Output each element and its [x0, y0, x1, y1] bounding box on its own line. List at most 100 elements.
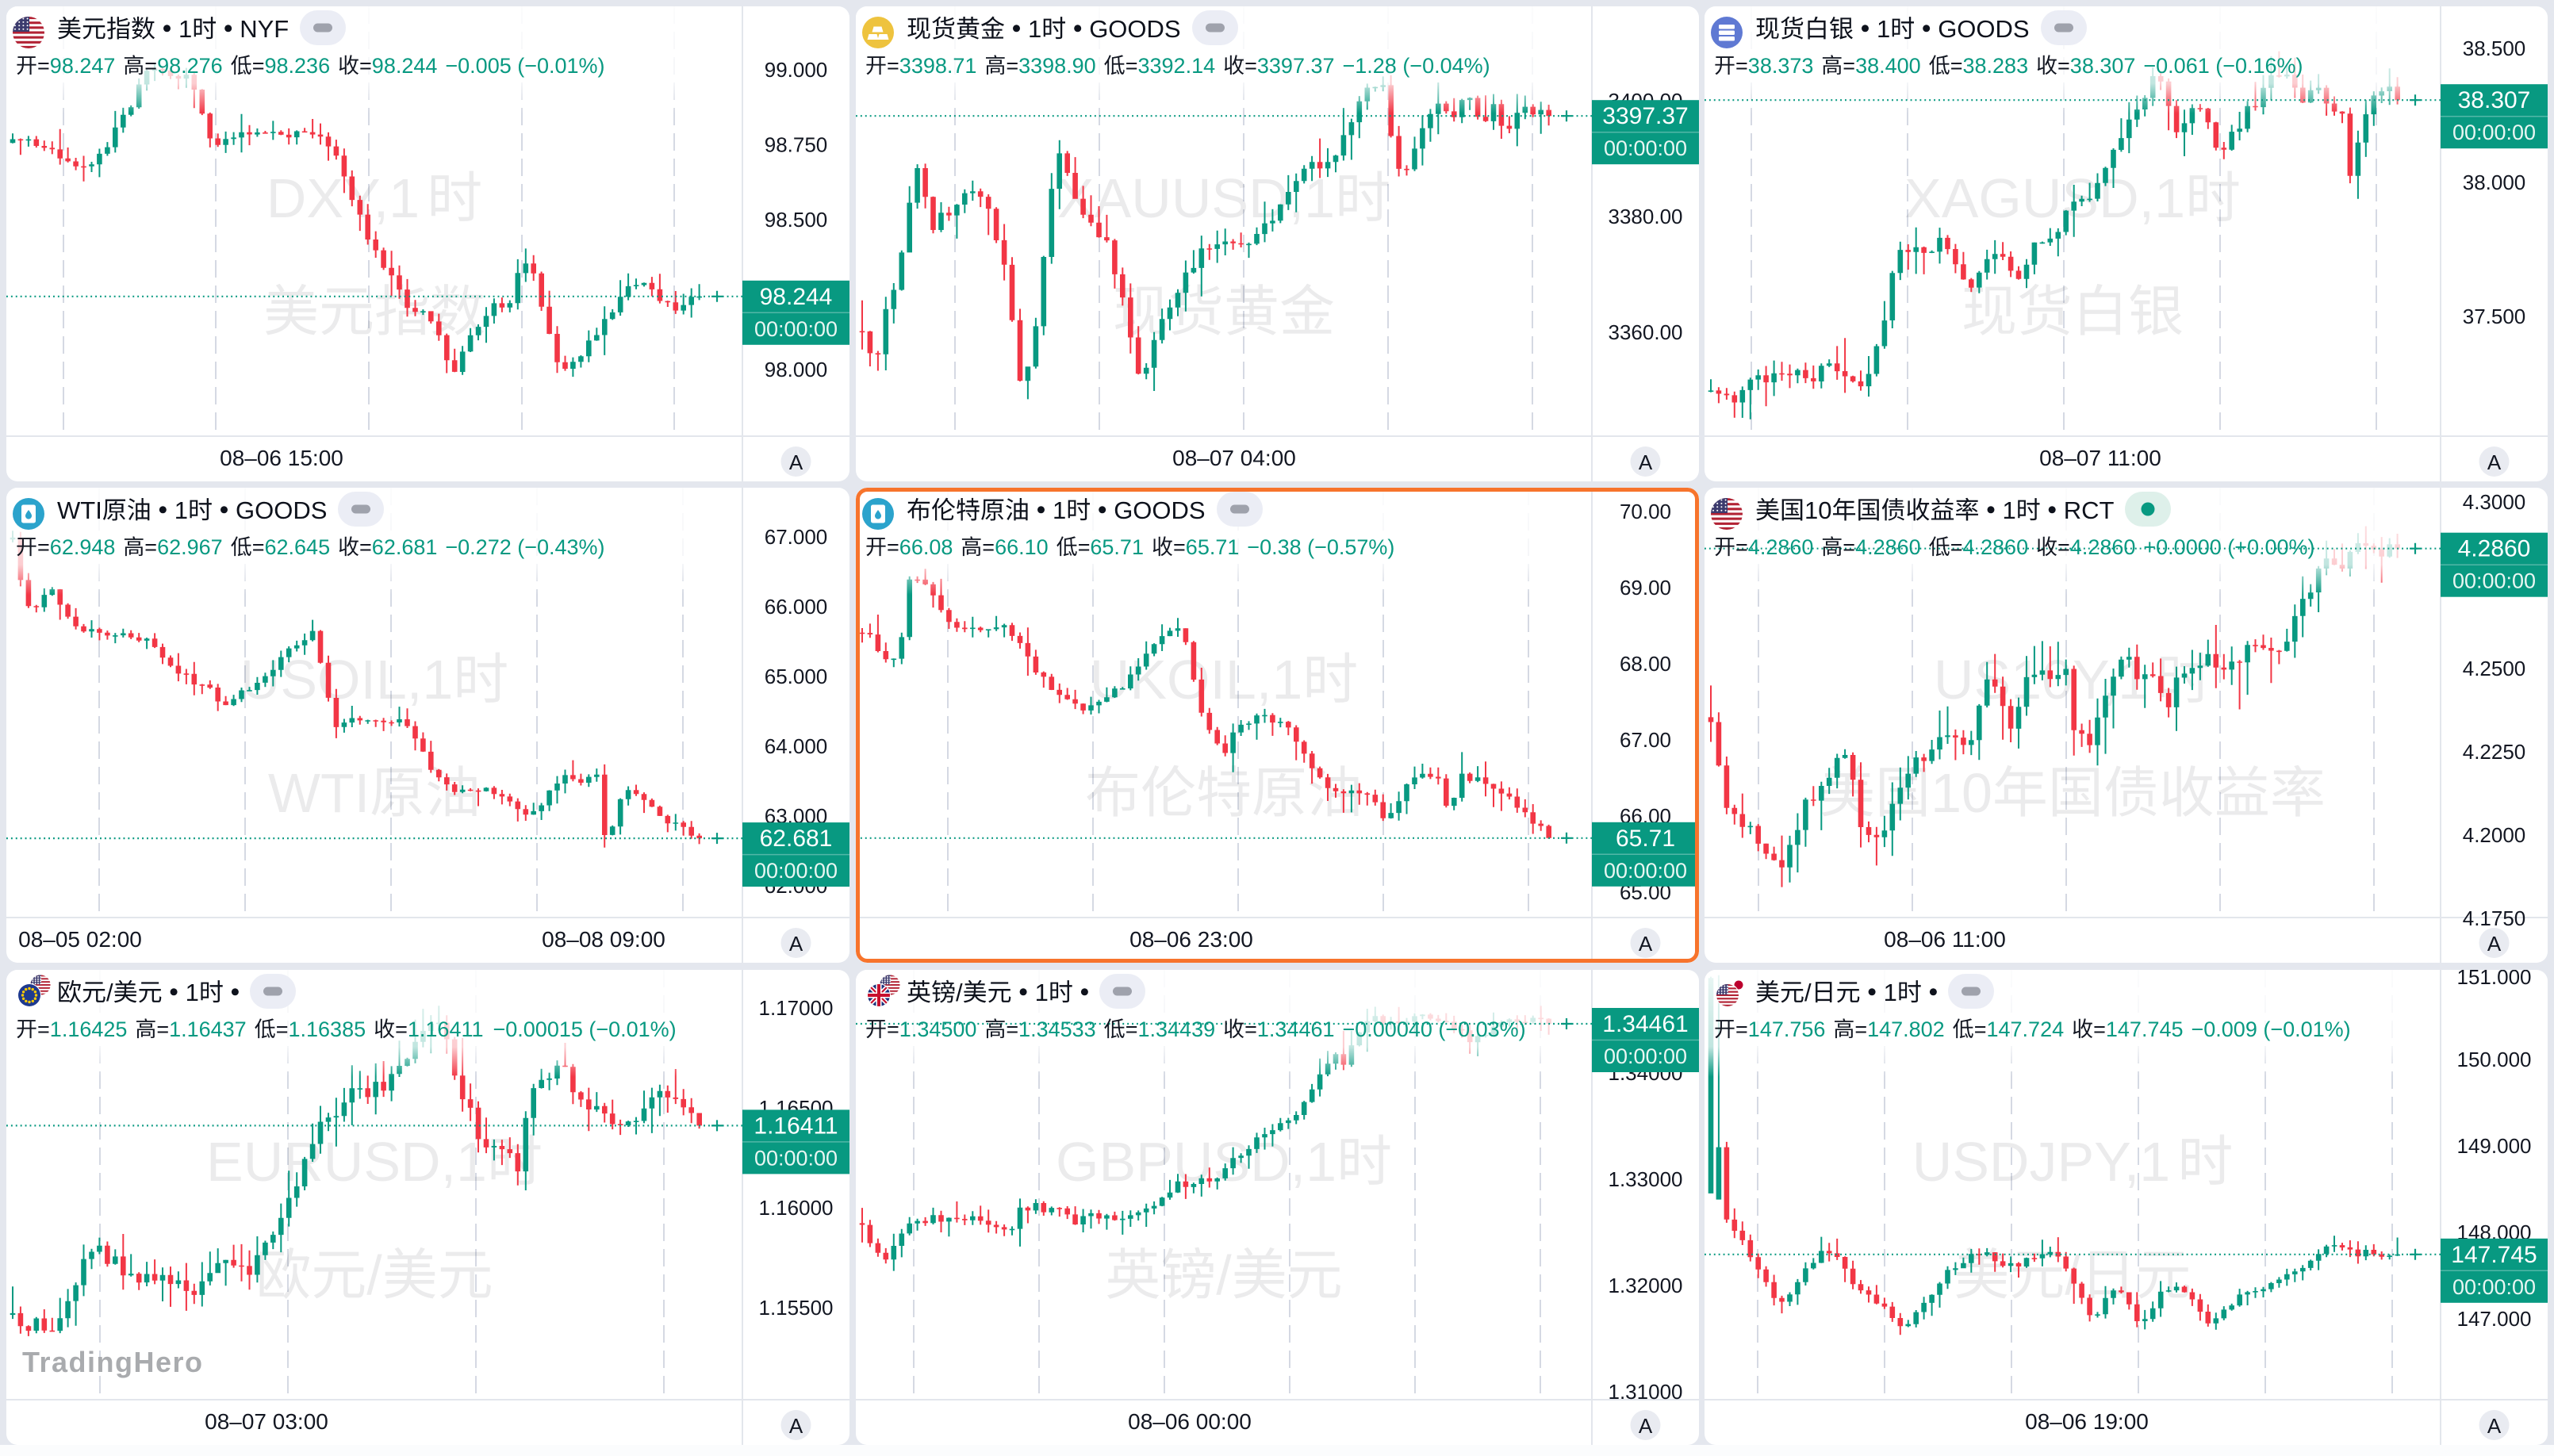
svg-text:A: A — [789, 1414, 803, 1438]
svg-text:98.000: 98.000 — [765, 358, 828, 381]
svg-text:WTI: WTI — [57, 496, 102, 524]
svg-text:1.34500: 1.34500 — [899, 1017, 976, 1041]
svg-text:149.000: 149.000 — [2457, 1134, 2532, 1158]
svg-text:=: = — [887, 535, 899, 559]
svg-text:38.373: 38.373 — [1748, 54, 1814, 78]
svg-text:1: 1 — [1884, 979, 1897, 1006]
svg-text:RCT: RCT — [2064, 496, 2115, 524]
svg-text:1.34439: 1.34439 — [1137, 1017, 1215, 1041]
svg-text:08–06 15:00: 08–06 15:00 — [220, 446, 343, 470]
svg-text:−0.272 (−0.43%): −0.272 (−0.43%) — [445, 535, 604, 559]
svg-text:−0.061 (−0.16%): −0.061 (−0.16%) — [2144, 54, 2303, 78]
svg-text:−0.009 (−0.01%): −0.009 (−0.01%) — [2192, 1017, 2351, 1041]
svg-text:98.247: 98.247 — [50, 54, 116, 78]
svg-text:1.33000: 1.33000 — [1608, 1167, 1682, 1191]
svg-text:98.244: 98.244 — [372, 54, 438, 78]
svg-text:A: A — [789, 450, 803, 474]
svg-text:65.71: 65.71 — [1616, 826, 1675, 852]
svg-text:=: = — [887, 54, 899, 78]
svg-text:4.2000: 4.2000 — [2463, 823, 2526, 847]
svg-text:1: 1 — [178, 15, 192, 43]
svg-text:3380.00: 3380.00 — [1608, 205, 1682, 228]
svg-text:=: = — [1244, 1017, 1257, 1041]
svg-text:1.34533: 1.34533 — [1018, 1017, 1096, 1041]
svg-text:=: = — [2057, 54, 2070, 78]
svg-text:68.00: 68.00 — [1620, 652, 1671, 676]
svg-text:−1.28 (−0.04%): −1.28 (−0.04%) — [1342, 54, 1490, 78]
svg-text:−0.00015 (−0.01%): −0.00015 (−0.01%) — [493, 1017, 677, 1041]
svg-text:/: / — [1804, 979, 1812, 1006]
svg-text:69.00: 69.00 — [1620, 576, 1671, 600]
svg-text:=: = — [395, 1017, 408, 1041]
svg-text:62.645: 62.645 — [265, 535, 331, 559]
svg-text:DXY,1: DXY,1 — [267, 167, 420, 229]
svg-text:USOIL,1: USOIL,1 — [240, 649, 453, 711]
svg-text:4.2860: 4.2860 — [1748, 535, 1814, 559]
svg-text:1.34461: 1.34461 — [1602, 1011, 1688, 1037]
svg-text:00:00:00: 00:00:00 — [2452, 569, 2536, 593]
svg-text:−0.00040 (−0.03%): −0.00040 (−0.03%) — [1342, 1017, 1525, 1041]
svg-text:=: = — [144, 535, 157, 559]
svg-text:147.724: 147.724 — [1987, 1017, 2065, 1041]
svg-text:=: = — [1855, 1017, 1868, 1041]
svg-text:NYF: NYF — [240, 15, 289, 43]
svg-text:/: / — [956, 979, 963, 1006]
svg-text:4.3000: 4.3000 — [2463, 490, 2526, 514]
svg-text:=: = — [1974, 1017, 1987, 1041]
svg-text:=: = — [156, 1017, 169, 1041]
svg-text:1: 1 — [1028, 15, 1041, 43]
svg-text:08–06 11:00: 08–06 11:00 — [1884, 927, 2006, 952]
svg-text:4.2860: 4.2860 — [1855, 535, 1921, 559]
svg-text:08–07 11:00: 08–07 11:00 — [2039, 446, 2161, 470]
svg-text:=: = — [252, 535, 265, 559]
svg-text:=: = — [1077, 535, 1090, 559]
svg-text:00:00:00: 00:00:00 — [2452, 121, 2536, 144]
svg-text:67.00: 67.00 — [1620, 728, 1671, 752]
svg-text:=: = — [1843, 54, 1856, 78]
svg-text:1: 1 — [174, 496, 188, 524]
svg-text:00:00:00: 00:00:00 — [754, 859, 838, 883]
svg-text:1.16000: 1.16000 — [759, 1196, 834, 1220]
svg-text:38.307: 38.307 — [2070, 54, 2136, 78]
svg-text:00:00:00: 00:00:00 — [754, 317, 838, 341]
svg-text:3397.37: 3397.37 — [1602, 103, 1688, 129]
svg-text:1.15500: 1.15500 — [759, 1296, 834, 1320]
svg-text:A: A — [789, 932, 803, 956]
svg-text:4.2860: 4.2860 — [2458, 536, 2531, 562]
svg-text:=: = — [1735, 535, 1748, 559]
svg-text:4.2500: 4.2500 — [2463, 657, 2526, 680]
svg-text:98.244: 98.244 — [760, 284, 833, 310]
svg-text:147.000: 147.000 — [2457, 1307, 2532, 1331]
svg-text:=: = — [2057, 535, 2070, 559]
svg-text:=: = — [37, 54, 50, 78]
svg-text:4.2860: 4.2860 — [2070, 535, 2136, 559]
svg-text:10: 10 — [1931, 762, 1992, 824]
svg-text:1.31000: 1.31000 — [1608, 1380, 1682, 1404]
svg-text:08–06 19:00: 08–06 19:00 — [2025, 1409, 2149, 1434]
svg-text:1.16411: 1.16411 — [754, 1113, 838, 1139]
svg-text:3398.71: 3398.71 — [899, 54, 976, 78]
svg-text:65.71: 65.71 — [1185, 535, 1239, 559]
svg-text:150.000: 150.000 — [2457, 1048, 2532, 1071]
svg-text:=: = — [1006, 1017, 1018, 1041]
svg-text:3398.90: 3398.90 — [1018, 54, 1096, 78]
svg-text:08–07 03:00: 08–07 03:00 — [205, 1409, 328, 1434]
svg-text:38.500: 38.500 — [2463, 36, 2526, 60]
svg-text:=: = — [359, 535, 372, 559]
svg-text:1: 1 — [2003, 496, 2016, 524]
svg-text:US10Y,1: US10Y,1 — [1934, 649, 2149, 711]
svg-text:1.32000: 1.32000 — [1608, 1274, 1682, 1297]
svg-text:=: = — [276, 1017, 289, 1041]
svg-text:/: / — [1216, 1244, 1232, 1306]
svg-text:A: A — [2487, 1414, 2502, 1438]
svg-text:66.08: 66.08 — [899, 535, 953, 559]
svg-text:WTI: WTI — [268, 762, 370, 824]
svg-text:151.000: 151.000 — [2457, 970, 2532, 989]
svg-text:GBPUSD,1: GBPUSD,1 — [1056, 1131, 1336, 1193]
svg-text:=: = — [1950, 535, 1963, 559]
svg-text:66.10: 66.10 — [995, 535, 1049, 559]
svg-text:00:00:00: 00:00:00 — [1604, 136, 1687, 160]
svg-text:A: A — [1639, 450, 1653, 474]
svg-text:98.500: 98.500 — [765, 208, 828, 232]
svg-text:4.1750: 4.1750 — [2463, 906, 2526, 930]
